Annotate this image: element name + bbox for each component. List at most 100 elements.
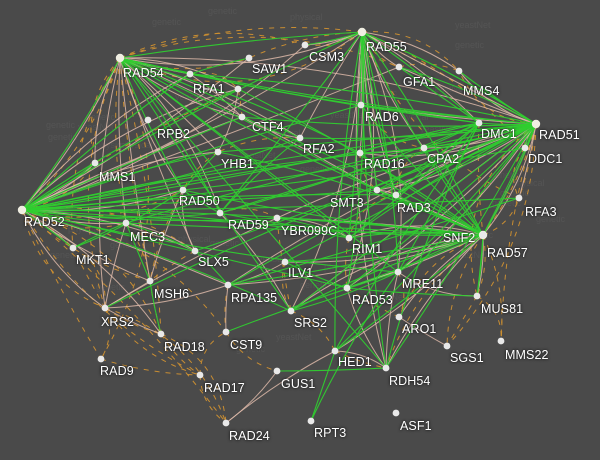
node-smt3[interactable] [373, 186, 381, 194]
node-mus81[interactable] [473, 292, 481, 300]
node-label-rad52[interactable]: RAD52 [24, 215, 65, 229]
node-label-rad59[interactable]: RAD59 [228, 218, 269, 232]
node-dmc1[interactable] [475, 119, 483, 127]
node-label-rfa2[interactable]: RFA2 [303, 142, 335, 156]
node-rfa1[interactable] [186, 70, 194, 78]
node-label-rad54[interactable]: RAD54 [123, 66, 164, 80]
node-label-mec3[interactable]: MEC3 [130, 230, 166, 244]
node-label-rad16[interactable]: RAD16 [364, 157, 405, 171]
node-rad54[interactable] [115, 53, 125, 63]
node-rfa3[interactable] [515, 194, 523, 202]
node-mms22[interactable] [497, 337, 505, 345]
node-label-csm3[interactable]: CSM3 [309, 50, 345, 64]
node-mms1[interactable] [91, 159, 99, 167]
node-label-rad50[interactable]: RAD50 [179, 194, 220, 208]
node-rad9[interactable] [97, 355, 105, 363]
node-cpa2[interactable] [420, 144, 428, 152]
node-label-rad24[interactable]: RAD24 [229, 429, 270, 443]
node-label-rad57[interactable]: RAD57 [487, 246, 528, 260]
node-srs2[interactable] [287, 307, 295, 315]
node-rad17[interactable] [196, 371, 204, 379]
node-sgs1[interactable] [443, 342, 451, 350]
node-yhb1[interactable] [214, 148, 222, 156]
node-gus1[interactable] [273, 367, 281, 375]
node-rpb2[interactable] [234, 85, 242, 93]
node-ddc1[interactable] [521, 144, 529, 152]
node-xrs2[interactable] [101, 304, 109, 312]
node-saw1[interactable] [245, 54, 253, 62]
node-label-ilv1[interactable]: ILV1 [288, 266, 314, 280]
node-gfa1[interactable] [395, 63, 403, 71]
node-aro1[interactable] [395, 313, 403, 321]
node-label-cst9[interactable]: CST9 [230, 338, 263, 352]
node-mec3[interactable] [122, 219, 130, 227]
node-rad51[interactable] [531, 119, 541, 129]
node-label-mms22[interactable]: MMS22 [505, 348, 549, 362]
node-label-gfa1[interactable]: GFA1 [403, 75, 436, 89]
node-rad18[interactable] [157, 330, 165, 338]
node-label-yhb1[interactable]: YHB1 [221, 157, 255, 171]
node-label-rim1[interactable]: RIM1 [352, 242, 383, 256]
node-label-mms1[interactable]: MMS1 [99, 170, 136, 184]
node-hed1[interactable] [331, 347, 339, 355]
node-label-snf2[interactable]: SNF2 [443, 231, 476, 245]
node-label-saw1[interactable]: SAW1 [252, 62, 288, 76]
node-rfa2[interactable] [296, 134, 304, 142]
node-label-asf1[interactable]: ASF1 [400, 419, 432, 433]
node-label-mre11[interactable]: MRE11 [402, 277, 444, 291]
node-label-rad17[interactable]: RAD17 [204, 381, 245, 395]
node-mms4[interactable] [455, 67, 463, 75]
node-label-dmc1[interactable]: DMC1 [481, 127, 517, 141]
node-rdh54[interactable] [382, 364, 390, 372]
node-label-rpb2[interactable]: RPB2 [157, 127, 191, 141]
node-label-cpa2[interactable]: CPA2 [427, 152, 460, 166]
node-csm3[interactable] [301, 41, 309, 49]
node-label-ybr099c[interactable]: YBR099C [281, 224, 338, 238]
node-label-rad6[interactable]: RAD6 [365, 110, 399, 124]
node-label-aro1[interactable]: ARO1 [402, 322, 437, 336]
node-unlabeled[interactable] [144, 116, 152, 124]
node-rad55[interactable] [357, 27, 367, 37]
node-rad57[interactable] [479, 231, 487, 239]
node-label-rad53[interactable]: RAD53 [352, 293, 393, 307]
node-label-smt3[interactable]: SMT3 [330, 196, 364, 210]
node-label-srs2[interactable]: SRS2 [294, 316, 328, 330]
node-label-rfa3[interactable]: RFA3 [525, 205, 557, 219]
node-rad3[interactable] [392, 191, 400, 199]
node-ybr099c[interactable] [273, 214, 281, 222]
node-asf1[interactable] [392, 409, 400, 417]
node-rad52[interactable] [17, 205, 27, 215]
node-label-rad55[interactable]: RAD55 [366, 40, 407, 54]
node-label-gus1[interactable]: GUS1 [281, 377, 316, 391]
node-label-rdh54[interactable]: RDH54 [389, 374, 431, 388]
node-label-rad18[interactable]: RAD18 [164, 340, 205, 354]
node-cst9[interactable] [222, 328, 230, 336]
node-slx5[interactable] [191, 247, 199, 255]
node-rad50[interactable] [179, 186, 187, 194]
node-label-rad3[interactable]: RAD3 [397, 201, 431, 215]
node-label-mms4[interactable]: MMS4 [463, 84, 500, 98]
node-rad53[interactable] [343, 284, 351, 292]
node-mre11[interactable] [394, 268, 402, 276]
node-rad59[interactable] [216, 209, 224, 217]
node-label-xrs2[interactable]: XRS2 [101, 315, 135, 329]
node-mkt1[interactable] [69, 244, 77, 252]
node-label-rfa1[interactable]: RFA1 [193, 82, 225, 96]
node-rim1[interactable] [345, 234, 353, 242]
node-label-rpa135[interactable]: RPA135 [231, 291, 278, 305]
node-rad16[interactable] [356, 149, 364, 157]
node-label-hed1[interactable]: HED1 [338, 355, 372, 369]
node-label-mkt1[interactable]: MKT1 [76, 253, 110, 267]
node-rad24[interactable] [222, 419, 230, 427]
node-layer[interactable] [17, 27, 541, 427]
node-label-rad9[interactable]: RAD9 [100, 364, 134, 378]
node-rpt3[interactable] [307, 417, 315, 425]
node-label-rpt3[interactable]: RPT3 [314, 426, 347, 440]
node-label-ddc1[interactable]: DDC1 [528, 152, 563, 166]
node-label-ctf4[interactable]: CTF4 [252, 120, 284, 134]
node-label-msh6[interactable]: MSH6 [154, 287, 190, 301]
node-msh6[interactable] [146, 277, 154, 285]
node-label-mus81[interactable]: MUS81 [481, 302, 524, 316]
node-rpa135[interactable] [224, 281, 232, 289]
